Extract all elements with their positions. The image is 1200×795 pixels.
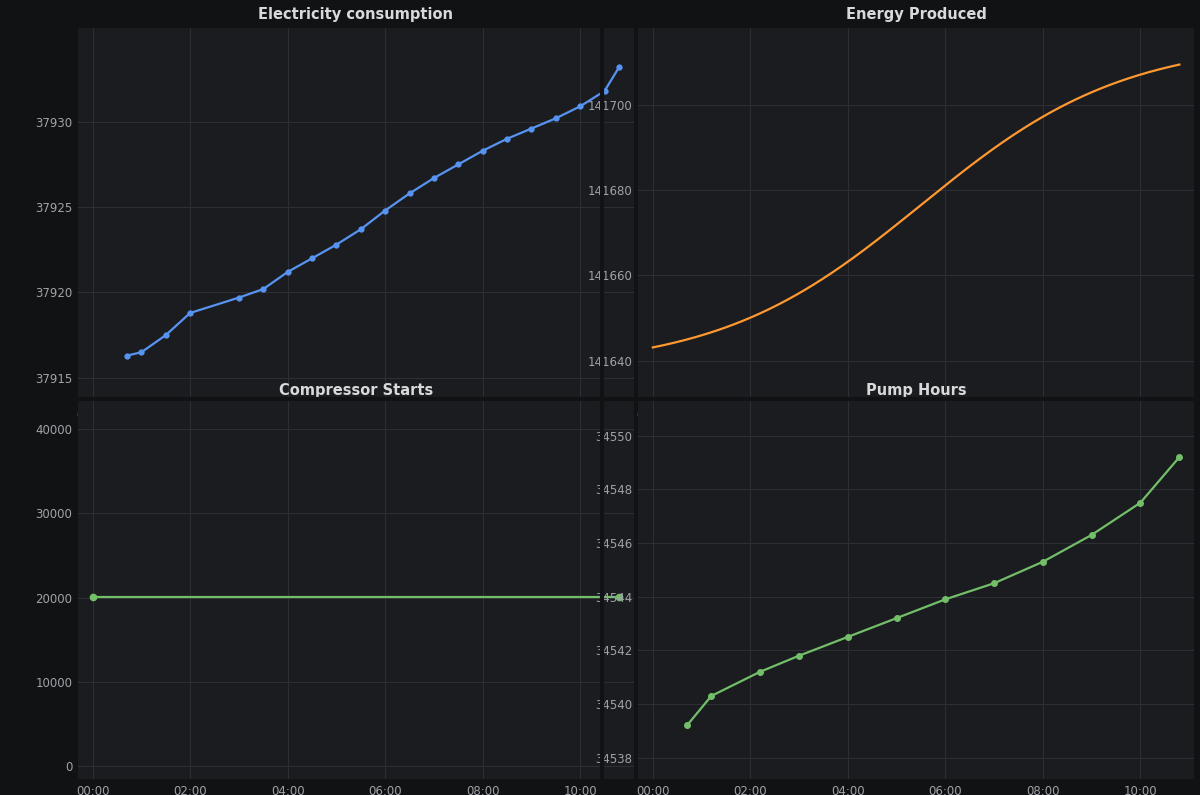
Title: Energy Produced: Energy Produced (846, 7, 986, 22)
Title: Pump Hours: Pump Hours (865, 383, 966, 398)
Title: Compressor Starts: Compressor Starts (278, 383, 433, 398)
Legend: Heating, DHW, Cooling, Total: Heating, DHW, Cooling, Total (644, 448, 961, 460)
Legend: Cooling, Total: Cooling, Total (84, 481, 227, 494)
Title: Electricity consumption: Electricity consumption (258, 7, 454, 22)
